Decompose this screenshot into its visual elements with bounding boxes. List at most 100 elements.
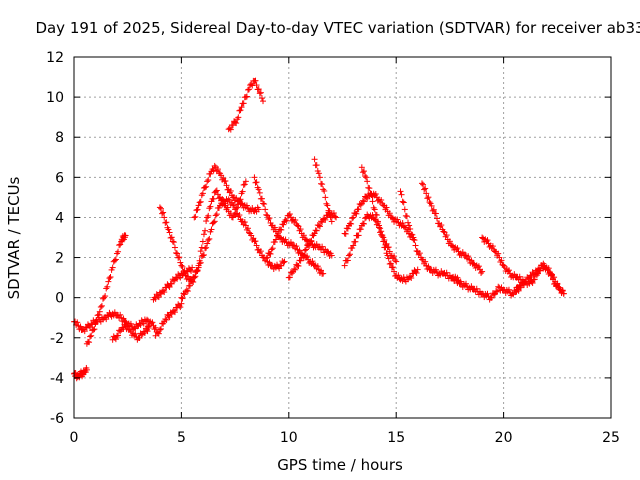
data-point bbox=[489, 243, 496, 250]
data-point bbox=[425, 194, 432, 201]
data-point bbox=[166, 314, 173, 321]
data-point bbox=[357, 226, 364, 233]
axis-ticks: 0 5 10 15 20 25 -6 -4 -2 0 2 4 6 8 10 12 bbox=[46, 50, 620, 446]
data-point bbox=[207, 203, 214, 210]
data-point bbox=[220, 196, 227, 203]
data-point bbox=[293, 243, 300, 250]
data-point bbox=[195, 202, 202, 209]
data-point bbox=[112, 336, 119, 343]
data-point bbox=[263, 255, 270, 262]
data-point bbox=[410, 236, 417, 243]
data-point bbox=[372, 190, 379, 197]
data-point bbox=[137, 321, 144, 328]
data-point bbox=[389, 264, 396, 271]
data-point bbox=[551, 274, 558, 281]
data-point bbox=[226, 125, 233, 132]
data-point bbox=[301, 247, 308, 254]
data-point bbox=[321, 187, 328, 194]
data-point bbox=[155, 294, 162, 301]
data-point bbox=[104, 283, 111, 290]
data-point bbox=[385, 255, 392, 262]
data-point bbox=[210, 167, 217, 174]
data-point bbox=[175, 271, 182, 278]
data-point bbox=[282, 236, 289, 243]
data-point bbox=[376, 222, 383, 229]
data-point bbox=[205, 212, 212, 219]
data-point bbox=[409, 231, 416, 238]
data-point bbox=[384, 252, 391, 259]
data-point bbox=[352, 238, 359, 245]
data-point bbox=[105, 278, 112, 285]
data-point bbox=[86, 339, 93, 346]
data-point bbox=[116, 242, 123, 249]
data-point bbox=[412, 242, 419, 249]
data-point bbox=[324, 248, 331, 255]
data-point bbox=[369, 198, 376, 205]
data-point bbox=[271, 239, 278, 246]
data-point bbox=[146, 322, 153, 329]
data-point bbox=[202, 227, 209, 234]
data-point bbox=[106, 275, 113, 282]
data-point bbox=[300, 232, 307, 239]
data-point bbox=[98, 302, 105, 309]
data-point bbox=[371, 206, 378, 213]
data-point bbox=[224, 204, 231, 211]
data-point bbox=[443, 269, 450, 276]
data-point bbox=[173, 249, 180, 256]
x-tick-label: 5 bbox=[177, 430, 186, 446]
data-point bbox=[316, 223, 323, 230]
data-point bbox=[144, 316, 151, 323]
data-point bbox=[286, 274, 293, 281]
data-point bbox=[455, 277, 462, 284]
data-point bbox=[103, 316, 110, 323]
data-point bbox=[282, 216, 289, 223]
data-point bbox=[278, 262, 285, 269]
data-point bbox=[465, 253, 472, 260]
data-point bbox=[468, 257, 475, 264]
data-point bbox=[269, 245, 276, 252]
data-point bbox=[416, 250, 423, 257]
data-point bbox=[168, 280, 175, 287]
data-point bbox=[386, 248, 393, 255]
data-point bbox=[244, 86, 251, 93]
data-point bbox=[432, 266, 439, 273]
data-point bbox=[265, 216, 272, 223]
data-point bbox=[87, 333, 94, 340]
data-point bbox=[166, 229, 173, 236]
data-point bbox=[283, 217, 290, 224]
data-point bbox=[177, 304, 184, 311]
data-point bbox=[473, 285, 480, 292]
x-tick-label: 15 bbox=[387, 430, 405, 446]
data-point bbox=[199, 238, 206, 245]
data-point bbox=[232, 119, 239, 126]
data-point bbox=[192, 273, 199, 280]
data-point bbox=[536, 265, 543, 272]
data-point bbox=[286, 211, 293, 218]
data-point bbox=[322, 216, 329, 223]
data-point bbox=[186, 282, 193, 289]
data-point bbox=[360, 168, 367, 175]
data-point bbox=[399, 220, 406, 227]
data-point bbox=[297, 257, 304, 264]
data-point bbox=[560, 290, 567, 297]
data-point bbox=[166, 284, 173, 291]
data-point bbox=[179, 263, 186, 270]
data-point bbox=[227, 126, 234, 133]
data-point bbox=[242, 178, 249, 185]
data-point bbox=[509, 290, 516, 297]
data-point bbox=[411, 237, 418, 244]
data-point bbox=[236, 212, 243, 219]
data-point bbox=[222, 177, 229, 184]
data-point bbox=[426, 199, 433, 206]
data-point bbox=[261, 201, 268, 208]
data-point bbox=[521, 282, 528, 289]
data-point bbox=[391, 253, 398, 260]
data-point bbox=[210, 195, 217, 202]
data-point bbox=[387, 260, 394, 267]
data-point bbox=[422, 185, 429, 192]
data-point bbox=[211, 218, 218, 225]
data-point bbox=[170, 239, 177, 246]
data-point bbox=[498, 257, 505, 264]
data-point bbox=[154, 329, 161, 336]
data-point bbox=[127, 320, 134, 327]
